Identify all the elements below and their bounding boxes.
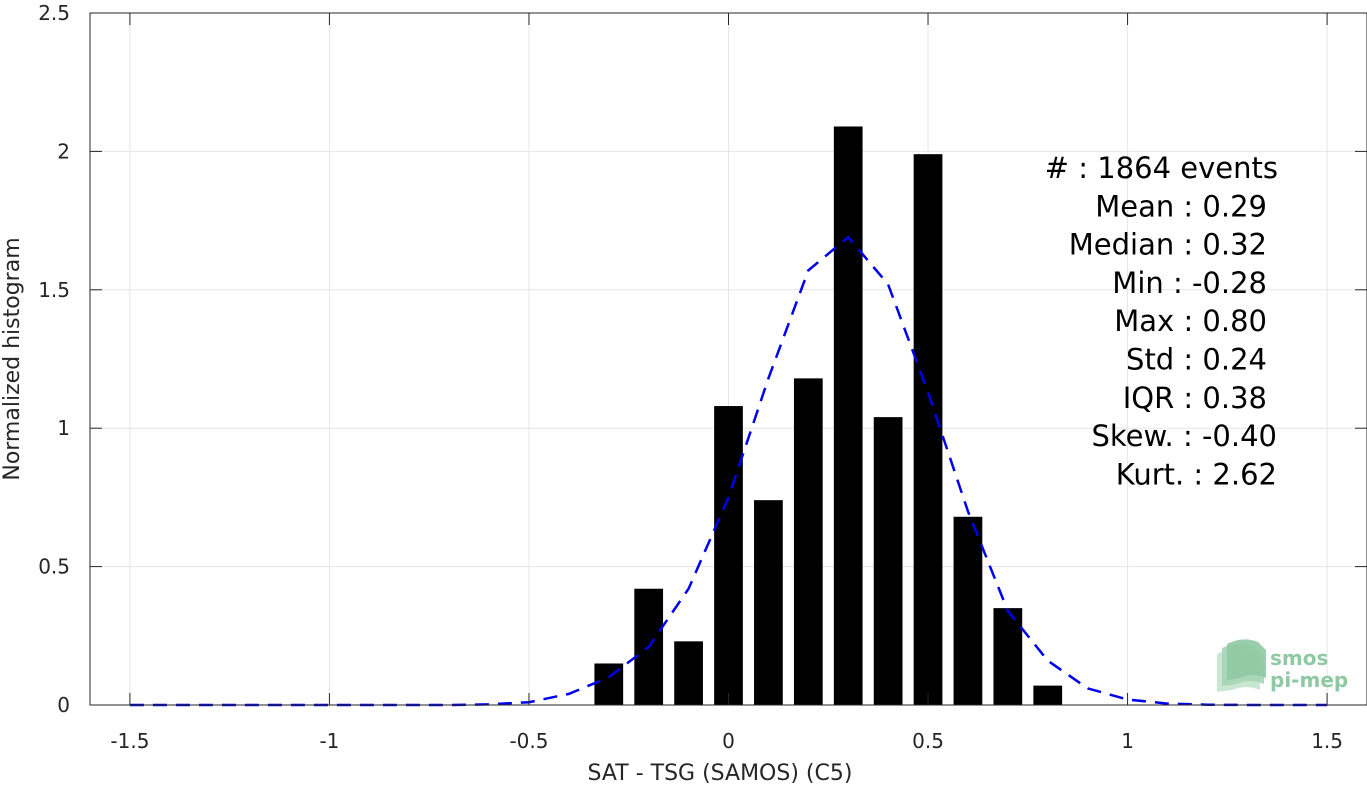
x-tick-label: -1.5 [110, 729, 149, 753]
stats-line: Max : 0.80 [1114, 304, 1267, 338]
y-tick-label: 0 [57, 693, 70, 717]
y-tick-label: 1.5 [38, 278, 70, 302]
y-tick-label: 2.5 [38, 1, 70, 25]
stats-box: # : 1864 events Mean : 0.29 Median : 0.32 M… [1045, 151, 1278, 491]
logo-text-pi-mep: pi-mep [1270, 668, 1348, 692]
stats-line: # : 1864 events [1045, 151, 1278, 185]
histogram-bar [674, 641, 703, 705]
axis-ticks [90, 12, 1367, 706]
stats-line: Min : -0.28 [1112, 266, 1267, 300]
x-axis-title: SAT - TSG (SAMOS) (C5) [588, 761, 853, 785]
histogram-bar [953, 516, 983, 705]
stats-line: Std : 0.24 [1126, 343, 1267, 377]
y-tick-labels: 0 0.5 1 1.5 2 2.5 [38, 1, 70, 717]
smos-pi-mep-logo: smos pi-mep [1217, 639, 1348, 692]
logo-mark-icon [1217, 639, 1266, 692]
x-tick-label: -1 [319, 729, 339, 753]
fit-curve [129, 235, 1328, 707]
stats-line: Mean : 0.29 [1095, 189, 1267, 223]
y-tick-label: 0.5 [38, 555, 70, 579]
histogram-bar [793, 378, 823, 705]
histogram-bar [754, 500, 783, 705]
histogram-bar [714, 406, 743, 705]
stats-line: IQR : 0.38 [1123, 381, 1267, 415]
logo-text-smos: smos [1270, 646, 1328, 670]
x-tick-label: 0.5 [912, 729, 944, 753]
histogram-bar [913, 154, 943, 706]
y-tick-label: 2 [57, 139, 70, 163]
histogram-bar [993, 608, 1023, 705]
histogram-bar [1033, 685, 1063, 705]
stats-line: Kurt. : 2.62 [1116, 457, 1277, 491]
x-tick-label: 1.5 [1311, 729, 1343, 753]
x-tick-label: 1 [1121, 729, 1134, 753]
stats-line: Median : 0.32 [1069, 228, 1267, 262]
bars [594, 126, 1063, 706]
stats-line: Skew. : -0.40 [1091, 419, 1277, 453]
histogram-bar [873, 417, 903, 705]
histogram-bar [833, 126, 863, 706]
y-tick-label: 1 [57, 416, 70, 440]
y-axis-title: Normalized histogram [0, 237, 25, 480]
x-tick-labels: -1.5 -1 -0.5 0 0.5 1 1.5 [110, 729, 1343, 753]
x-tick-label: -0.5 [509, 729, 548, 753]
x-tick-label: 0 [722, 729, 735, 753]
